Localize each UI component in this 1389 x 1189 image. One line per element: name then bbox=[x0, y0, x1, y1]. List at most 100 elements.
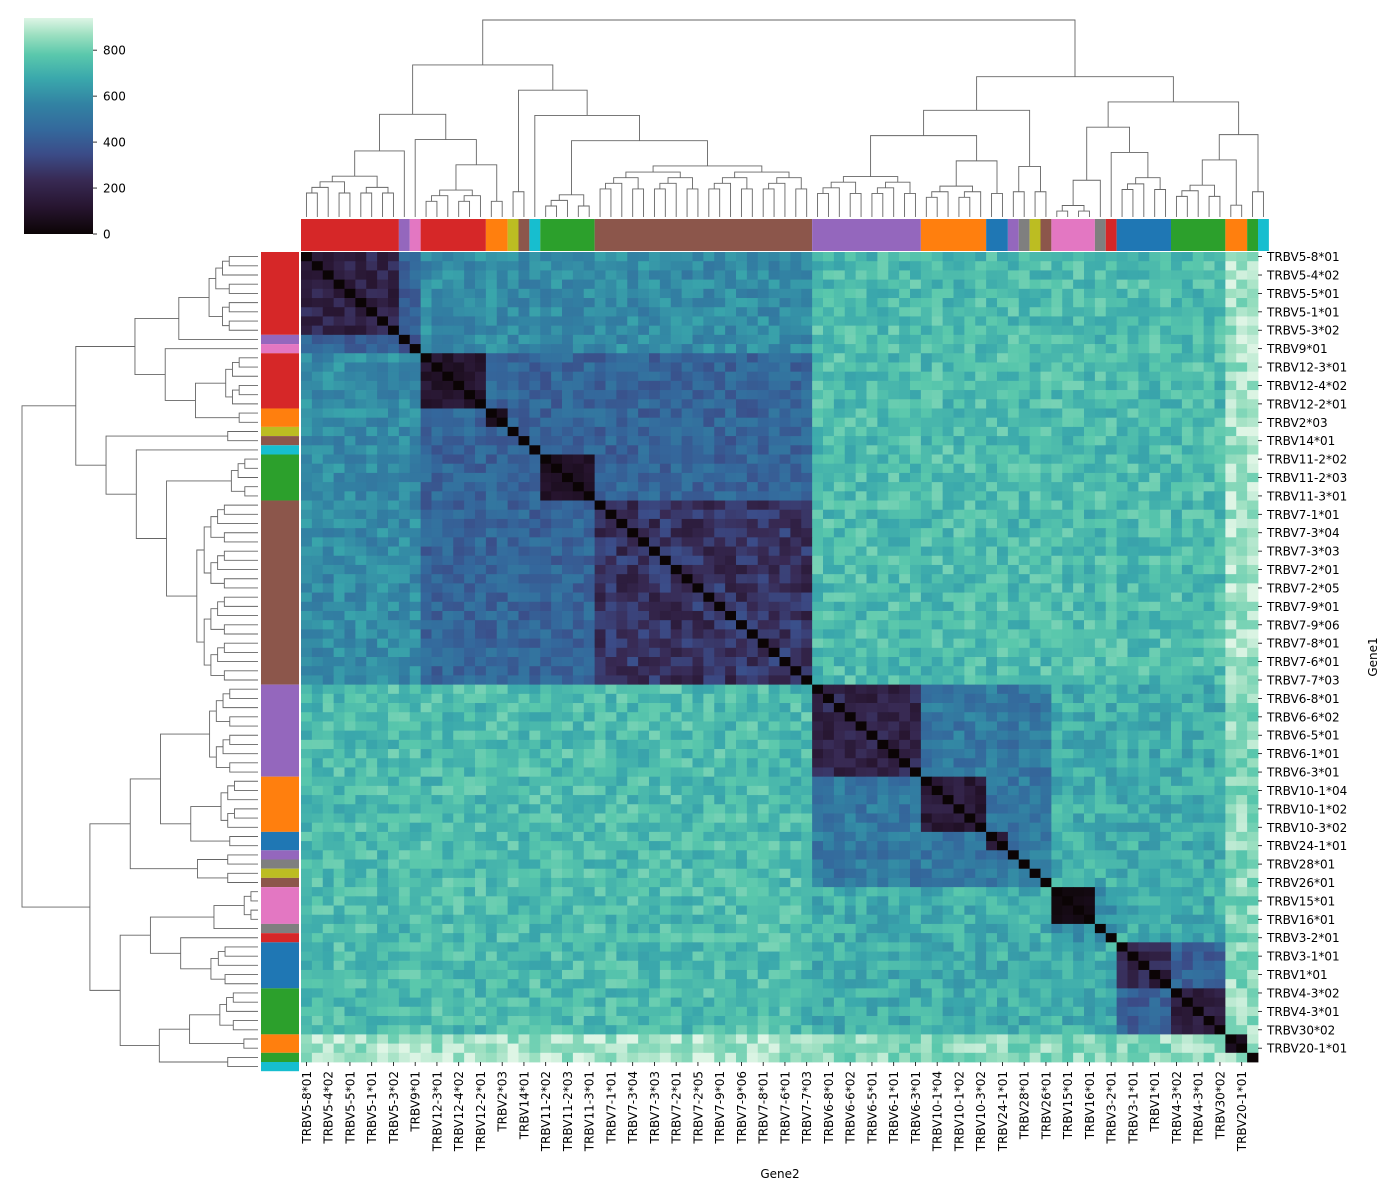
heatmap-cell bbox=[1192, 288, 1205, 299]
heatmap-cell bbox=[855, 546, 867, 557]
heatmap-cell bbox=[736, 638, 748, 649]
heatmap-cell bbox=[388, 712, 400, 722]
heatmap-cell bbox=[377, 491, 389, 501]
heatmap-cell bbox=[562, 316, 574, 327]
heatmap-cell bbox=[442, 371, 454, 382]
heatmap-cell bbox=[899, 417, 911, 428]
heatmap-cell bbox=[301, 353, 313, 363]
heatmap-cell bbox=[823, 445, 835, 455]
heatmap-cell bbox=[833, 684, 846, 695]
heatmap-cell bbox=[562, 399, 574, 409]
dendrogram-link bbox=[228, 256, 258, 267]
heatmap-cell bbox=[725, 564, 737, 575]
heatmap-cell bbox=[562, 739, 574, 750]
heatmap-cell bbox=[1029, 574, 1041, 584]
heatmap-cell bbox=[1062, 344, 1074, 354]
heatmap-cell bbox=[1029, 647, 1041, 658]
heatmap-cell bbox=[1116, 657, 1128, 667]
heatmap-cell bbox=[1007, 657, 1020, 667]
heatmap-cell bbox=[1236, 298, 1248, 308]
dendrogram-link bbox=[223, 642, 258, 653]
heatmap-cell bbox=[1073, 252, 1085, 262]
heatmap-cell bbox=[388, 657, 400, 667]
heatmap-cell bbox=[464, 537, 476, 547]
heatmap-cell bbox=[583, 601, 596, 612]
heatmap-cell bbox=[692, 730, 704, 741]
heatmap-cell bbox=[507, 380, 519, 391]
heatmap-cell bbox=[377, 454, 389, 465]
heatmap-cell bbox=[1214, 518, 1226, 529]
heatmap-cell bbox=[975, 712, 987, 722]
heatmap-cell bbox=[1094, 307, 1107, 317]
heatmap-cell bbox=[1018, 721, 1031, 732]
heatmap-cell bbox=[627, 638, 639, 649]
heatmap-cell bbox=[681, 675, 693, 686]
dendrogram-link bbox=[250, 909, 258, 920]
heatmap-cell bbox=[518, 334, 530, 345]
heatmap-cell bbox=[1149, 261, 1161, 271]
heatmap-cell bbox=[355, 307, 367, 317]
heatmap-cell bbox=[953, 491, 965, 501]
heatmap-cell bbox=[725, 730, 737, 741]
heatmap-cell bbox=[388, 638, 400, 649]
heatmap-cell bbox=[920, 399, 933, 409]
heatmap-cell bbox=[953, 730, 965, 741]
heatmap-cell bbox=[1105, 417, 1118, 428]
row-color-cell bbox=[261, 500, 299, 685]
heatmap-cell bbox=[398, 730, 411, 741]
heatmap-cell bbox=[583, 252, 596, 262]
heatmap-cell bbox=[420, 298, 432, 308]
heatmap-cell bbox=[942, 537, 954, 547]
heatmap-cell bbox=[899, 399, 911, 409]
heatmap-cell bbox=[953, 666, 965, 676]
heatmap-cell bbox=[377, 344, 389, 354]
heatmap-cell bbox=[910, 371, 922, 382]
heatmap-cell bbox=[1040, 436, 1052, 446]
heatmap-cell bbox=[844, 721, 857, 732]
heatmap-cell bbox=[333, 620, 345, 630]
heatmap-cell bbox=[746, 601, 759, 612]
heatmap-cell bbox=[670, 371, 683, 382]
heatmap-cell bbox=[1062, 316, 1074, 327]
heatmap-cell bbox=[496, 417, 509, 428]
heatmap-cell bbox=[322, 684, 335, 695]
heatmap-cell bbox=[714, 601, 726, 612]
column-color-cell bbox=[1094, 219, 1106, 251]
heatmap-cell bbox=[572, 610, 585, 621]
heatmap-cell bbox=[518, 509, 530, 520]
heatmap-cell bbox=[1094, 353, 1107, 363]
heatmap-cell bbox=[844, 500, 857, 511]
heatmap-cell bbox=[1160, 445, 1172, 455]
heatmap-cell bbox=[1116, 491, 1128, 501]
heatmap-cell bbox=[790, 712, 802, 722]
column-color-cell bbox=[1225, 219, 1248, 251]
heatmap-cell bbox=[388, 518, 400, 529]
heatmap-cell bbox=[1105, 334, 1118, 345]
heatmap-cell bbox=[649, 693, 661, 704]
heatmap-cell bbox=[812, 371, 824, 382]
heatmap-cell bbox=[920, 518, 933, 529]
heatmap-cell bbox=[409, 399, 422, 409]
heatmap-cell bbox=[605, 564, 617, 575]
heatmap-cell bbox=[529, 555, 541, 566]
heatmap-cell bbox=[562, 730, 574, 741]
heatmap-cell bbox=[420, 730, 432, 741]
heatmap-cell bbox=[1073, 353, 1085, 363]
heatmap-cell bbox=[1073, 564, 1085, 575]
heatmap-cell bbox=[953, 546, 965, 557]
heatmap-cell bbox=[823, 298, 835, 308]
heatmap-cell bbox=[311, 546, 324, 557]
heatmap-cell bbox=[1138, 445, 1150, 455]
heatmap-cell bbox=[1084, 675, 1096, 686]
heatmap-cell bbox=[594, 279, 606, 290]
heatmap-cell bbox=[736, 574, 748, 584]
heatmap-cell bbox=[855, 288, 867, 299]
heatmap-cell bbox=[659, 325, 672, 336]
heatmap-cell bbox=[888, 408, 900, 419]
heatmap-cell bbox=[1203, 316, 1215, 327]
heatmap-cell bbox=[877, 703, 889, 713]
heatmap-cell bbox=[681, 288, 693, 299]
dendrogram-link bbox=[223, 670, 258, 681]
heatmap-cell bbox=[920, 371, 933, 382]
heatmap-cell bbox=[768, 472, 780, 483]
